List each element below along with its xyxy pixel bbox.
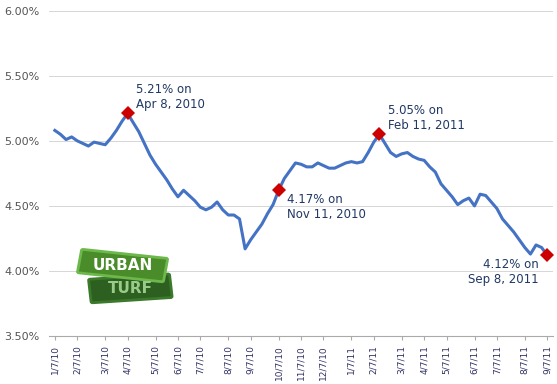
- Text: 4.17% on
Nov 11, 2010: 4.17% on Nov 11, 2010: [287, 193, 366, 221]
- FancyBboxPatch shape: [89, 274, 172, 303]
- Text: 4.12% on
Sep 8, 2011: 4.12% on Sep 8, 2011: [468, 258, 539, 286]
- Text: TURF: TURF: [108, 281, 153, 296]
- Text: 5.21% on
Apr 8, 2010: 5.21% on Apr 8, 2010: [136, 83, 205, 111]
- Text: 5.05% on
Feb 11, 2011: 5.05% on Feb 11, 2011: [388, 104, 465, 132]
- FancyBboxPatch shape: [77, 250, 168, 282]
- Text: URBAN: URBAN: [92, 258, 153, 273]
